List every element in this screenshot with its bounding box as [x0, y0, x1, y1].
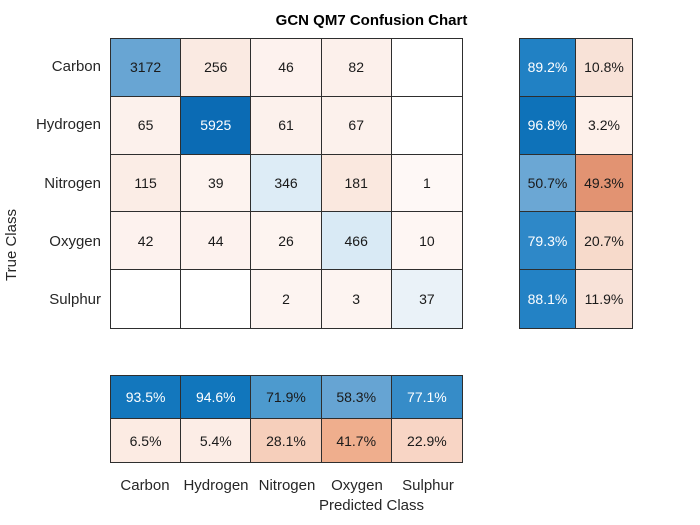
matrix-cell: 46	[251, 39, 322, 97]
row-summary-cell: 88.1%	[520, 270, 576, 328]
matrix-cell	[111, 270, 182, 328]
col-label-nitrogen: Nitrogen	[258, 477, 316, 494]
row-label-oxygen: Oxygen	[49, 233, 101, 250]
column-summary-cell: 71.9%	[251, 376, 322, 419]
row-summary-cell: 10.8%	[576, 39, 632, 97]
column-summary-cell: 93.5%	[111, 376, 182, 419]
column-summary-cell: 6.5%	[111, 419, 182, 462]
confusion-matrix-grid: 3172 256 46 82 65 5925 61 67 115 39 346 181 1 42 44 26 4…	[110, 38, 463, 329]
row-label-carbon: Carbon	[51, 58, 101, 75]
column-summary-cell: 5.4%	[181, 419, 252, 462]
matrix-cell: 115	[111, 154, 182, 213]
matrix-cell: 42	[111, 212, 182, 271]
row-summary-cell: 96.8%	[520, 96, 576, 155]
row-summary-cell: 11.9%	[576, 270, 632, 328]
row-summary-grid: 89.2% 10.8% 96.8% 3.2% 50.7% 49.3% 79.3% 20.7% 8…	[519, 38, 633, 329]
column-summary-cell: 77.1%	[391, 376, 462, 419]
row-summary-cell: 49.3%	[576, 154, 632, 213]
matrix-cell: 5925	[181, 96, 252, 155]
matrix-cell: 82	[321, 39, 392, 97]
row-label-hydrogen: Hydrogen	[35, 116, 101, 133]
matrix-cell: 67	[321, 96, 392, 155]
column-summary-cell: 41.7%	[321, 419, 392, 462]
row-summary-cell: 3.2%	[576, 96, 632, 155]
row-summary-cell: 79.3%	[520, 212, 576, 271]
chart-title: GCN QM7 Confusion Chart	[275, 12, 468, 29]
matrix-cell: 181	[321, 154, 392, 213]
matrix-cell: 44	[181, 212, 252, 271]
matrix-cell	[181, 270, 252, 328]
row-label-sulphur: Sulphur	[49, 291, 101, 308]
matrix-cell: 2	[251, 270, 322, 328]
matrix-cell	[391, 96, 462, 155]
matrix-cell: 466	[321, 212, 392, 271]
matrix-cell: 3172	[111, 39, 182, 97]
matrix-cell: 256	[181, 39, 252, 97]
matrix-cell: 37	[391, 270, 462, 328]
col-label-sulphur: Sulphur	[402, 477, 454, 494]
matrix-cell: 1	[391, 154, 462, 213]
matrix-cell: 26	[251, 212, 322, 271]
matrix-cell: 65	[111, 96, 182, 155]
matrix-cell: 3	[321, 270, 392, 328]
x-axis-label: Predicted Class	[318, 497, 425, 514]
col-label-hydrogen: Hydrogen	[183, 477, 249, 494]
row-summary-cell: 89.2%	[520, 39, 576, 97]
column-summary-grid: 93.5% 94.6% 71.9% 58.3% 77.1% 6.5% 5.4% 28.1% 41…	[110, 375, 463, 463]
column-summary-cell: 94.6%	[181, 376, 252, 419]
matrix-cell	[391, 39, 462, 97]
col-label-carbon: Carbon	[120, 477, 170, 494]
row-summary-cell: 50.7%	[520, 154, 576, 213]
matrix-cell: 346	[251, 154, 322, 213]
column-summary-cell: 22.9%	[391, 419, 462, 462]
row-summary-cell: 20.7%	[576, 212, 632, 271]
col-label-oxygen: Oxygen	[331, 477, 383, 494]
column-summary-cell: 28.1%	[251, 419, 322, 462]
matrix-cell: 61	[251, 96, 322, 155]
matrix-cell: 10	[391, 212, 462, 271]
row-label-nitrogen: Nitrogen	[44, 175, 101, 192]
column-summary-cell: 58.3%	[321, 376, 392, 419]
matrix-cell: 39	[181, 154, 252, 213]
